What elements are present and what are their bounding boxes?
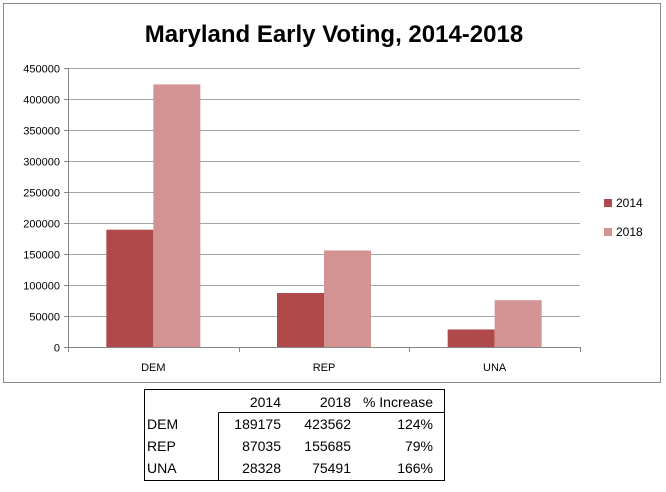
bars: [106, 84, 542, 347]
table-cell: 166%: [397, 460, 433, 476]
table-cell: 75491: [312, 460, 351, 476]
x-tick-label: DEM: [141, 362, 165, 374]
bar: [106, 229, 154, 347]
y-tick-label: 200000: [23, 219, 60, 231]
bar-chart: Maryland Early Voting, 2014-2018 0 50000 1…: [23, 21, 643, 374]
table-cell: 155685: [304, 438, 351, 454]
table-cell: UNA: [147, 460, 177, 476]
y-tick-label: 300000: [23, 157, 60, 169]
bar: [324, 250, 371, 347]
legend-swatch: [604, 199, 612, 207]
table-cell: 189175: [234, 416, 281, 432]
y-tick-label: 50000: [29, 312, 60, 324]
chart-area: Maryland Early Voting, 2014-2018 0 50000 1…: [3, 3, 661, 383]
bar: [277, 293, 324, 347]
y-tick-label: 450000: [23, 64, 60, 76]
table-header-row: 2014 2018 % Increase: [144, 391, 436, 413]
table-row: UNA 28328 75491 166%: [144, 457, 436, 479]
table-cell: 423562: [304, 416, 351, 432]
table-header-cell: % Increase: [362, 394, 433, 410]
y-tick-label: 350000: [23, 126, 60, 138]
legend-label: 2018: [616, 225, 643, 239]
table-row: REP 87035 155685 79%: [144, 435, 436, 457]
table-cell: 124%: [397, 416, 433, 432]
y-tick-label: 0: [54, 343, 60, 355]
y-tick-label: 100000: [23, 281, 60, 293]
bar: [153, 84, 201, 347]
table-header-cell: 2018: [319, 394, 351, 410]
table-header-cell: 2014: [249, 394, 281, 410]
x-tick-label: UNA: [483, 362, 507, 374]
x-tick-label: REP: [313, 362, 336, 374]
y-tick-label: 250000: [23, 188, 60, 200]
table-row: DEM 189175 423562 124%: [144, 413, 436, 435]
bar: [447, 329, 495, 347]
table-header-cell: [144, 391, 216, 413]
chart-title: Maryland Early Voting, 2014-2018: [145, 21, 523, 48]
table-cell: 28328: [242, 460, 281, 476]
table-cell: 79%: [404, 438, 433, 454]
legend-label: 2014: [616, 196, 643, 210]
y-tick-label: 150000: [23, 250, 60, 262]
table-cell: REP: [147, 438, 176, 454]
bar: [494, 300, 542, 347]
data-table: 2014 2018 % Increase DEM 189175 423562 1…: [144, 391, 436, 479]
axes: 0 50000 100000 150000 200000 250000 300000 3500…: [23, 64, 581, 374]
table-cell: 87035: [242, 438, 281, 454]
legend-swatch: [604, 228, 612, 236]
table-cell: DEM: [147, 416, 179, 432]
y-tick-label: 400000: [23, 95, 60, 107]
legend: 2014 2018: [604, 196, 643, 239]
